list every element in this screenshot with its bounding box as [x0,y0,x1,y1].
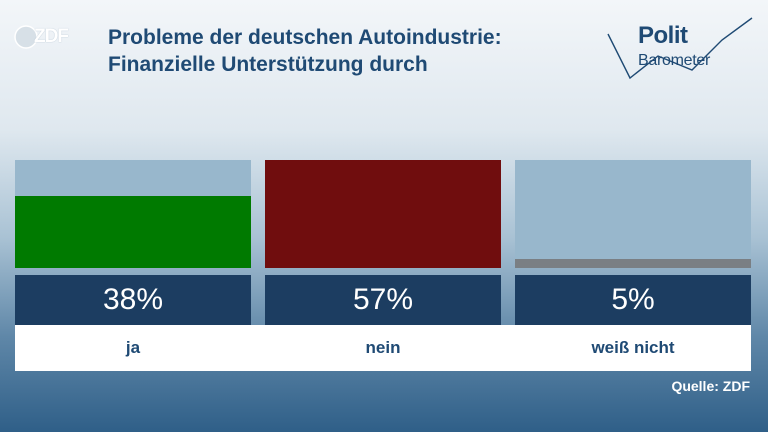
zdf-logo-icon [14,25,38,49]
value-label-ja: 38% [15,275,251,325]
politbarometer-logo-line-1: Polit [638,22,688,49]
chart-title-line-1: Probleme der deutschen Autoindustrie: [108,26,502,49]
politbarometer-logo-line-2: Barometer [638,52,710,69]
bar-slot-nein [265,160,501,268]
politbarometer-chart-icon [607,17,753,80]
bar-slot-ja [15,160,251,268]
value-labels: 38% 57% 5% [15,275,751,325]
bar-nein [265,160,501,268]
bar-weiss-nicht [515,259,751,268]
zdf-logo-text: ZDF [34,26,69,47]
category-label-ja: ja [125,338,141,357]
source-note: Quelle: ZDF [671,378,750,394]
politbarometer-logo: Polit Barometer [600,12,755,84]
category-labels: ja nein weiß nicht [15,325,751,371]
value-label-weiss-nicht: 5% [515,275,751,325]
bar-slot-weiss-nicht [515,160,751,268]
zdf-logo: ZDF [14,24,78,50]
chart-title: Probleme der deutschen Autoindustrie: Fi… [108,24,578,78]
bar-ja [15,196,251,268]
chart-title-line-2: Finanzielle Unterstützung durch [108,53,428,76]
bars-area [15,160,751,268]
category-label-weiss-nicht: weiß nicht [591,338,675,357]
value-label-nein: 57% [265,275,501,325]
category-label-nein: nein [365,338,401,357]
